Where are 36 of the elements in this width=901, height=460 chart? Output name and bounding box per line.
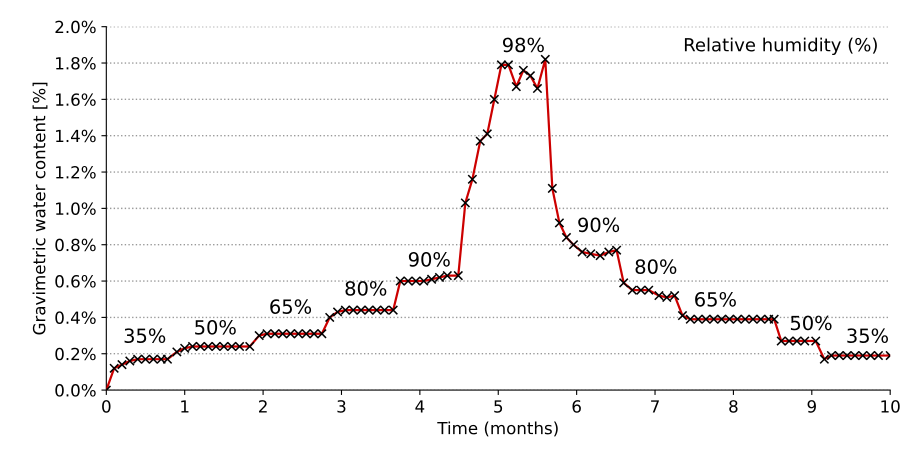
x-tick-label: 7 xyxy=(651,400,659,412)
x-tick-label: 2 xyxy=(259,400,267,412)
annotation: 80% xyxy=(345,281,386,296)
annotation: 35% xyxy=(124,328,166,344)
y-tick-label: 1.2% xyxy=(56,166,96,179)
annotation: 50% xyxy=(195,320,236,335)
y-tick-label: 0.6% xyxy=(55,275,96,288)
annotation: 98% xyxy=(502,38,544,52)
x-tick-label: 10 xyxy=(881,400,900,413)
annotation: 35% xyxy=(847,328,888,344)
y-tick-label: 2.0% xyxy=(55,20,96,34)
y-tick-label: 1.4% xyxy=(56,130,96,142)
annotation: 90% xyxy=(408,252,450,267)
y-tick-label: 0.4% xyxy=(55,311,96,324)
annotation: 65% xyxy=(270,299,312,314)
annotation: 90% xyxy=(578,217,620,232)
y-tick-label: 0.8% xyxy=(55,238,96,252)
x-tick-label: 9 xyxy=(808,400,816,413)
y-tick-label: 0.2% xyxy=(55,348,96,360)
x-tick-label: 6 xyxy=(572,400,581,413)
x-tick-label: 3 xyxy=(337,400,346,413)
y-tick-label: 1.0% xyxy=(56,202,96,215)
y-tick-label: 0.0% xyxy=(55,384,96,397)
x-tick-label: 4 xyxy=(415,400,424,412)
x-tick-label: 8 xyxy=(729,400,738,413)
x-tick-label: 0 xyxy=(102,400,111,413)
annotation: Relative humidity (%) xyxy=(684,38,877,56)
annotation: 80% xyxy=(636,259,676,274)
y-axis-title: Gravimetric water content [%] xyxy=(32,82,48,335)
annotation: 65% xyxy=(695,292,736,307)
x-tick-label: 5 xyxy=(494,400,502,413)
annotation: 50% xyxy=(790,316,832,330)
x-tick-label: 1 xyxy=(181,400,188,412)
y-tick-label: 1.6% xyxy=(56,93,96,106)
y-tick-label: 1.8% xyxy=(56,56,96,70)
x-axis-title: Time (months) xyxy=(437,421,558,436)
